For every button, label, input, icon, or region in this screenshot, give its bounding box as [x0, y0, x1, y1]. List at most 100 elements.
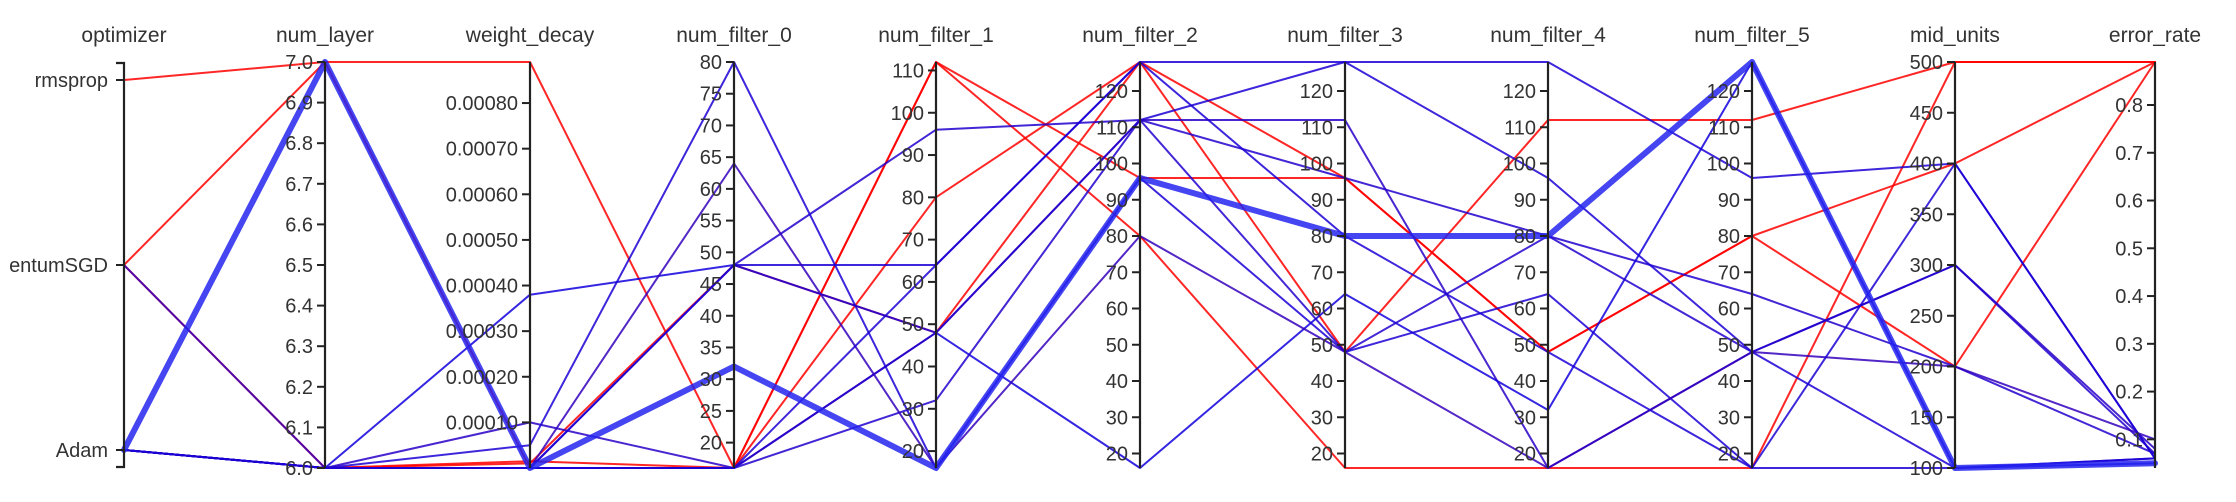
- tick-label: 40: [902, 357, 924, 379]
- tick-label: 40: [700, 306, 722, 328]
- tick-label: 70: [902, 230, 924, 252]
- tick-label: 500: [1910, 52, 1943, 74]
- tick-label: 300: [1910, 255, 1943, 277]
- tick-label: 50: [700, 242, 722, 264]
- tick-label: 70: [700, 115, 722, 137]
- axis-mid-units: mid_units 100 150 200 250 300 350 400 450 500: [1910, 24, 2000, 480]
- tick-label: 0.5: [2115, 238, 2143, 260]
- tick-label: 80: [700, 52, 722, 74]
- tick-label: 0.4: [2115, 286, 2143, 308]
- tick-label: 0.2: [2115, 382, 2143, 404]
- tick-label: 100: [1910, 458, 1943, 480]
- tick-label: 120: [1300, 81, 1333, 103]
- axis-title: error_rate: [2109, 24, 2201, 47]
- axis-title: num_filter_1: [878, 24, 994, 47]
- tick-label: 250: [1910, 306, 1943, 328]
- tick-label: 20: [902, 441, 924, 463]
- category-label: entumSGD: [9, 255, 108, 277]
- tick-label: 100: [1095, 154, 1128, 176]
- tick-label: 0.1: [2115, 429, 2143, 451]
- axis-num-filter-5: num_filter_5 20 30 40 50 60 70 80 90 100 110 120: [1694, 24, 1810, 468]
- tick-label: 450: [1910, 103, 1943, 125]
- tick-label: 6.5: [285, 255, 313, 277]
- tick-label: 75: [700, 84, 722, 106]
- tick-label: 6.1: [285, 417, 313, 439]
- tick-label: 30: [700, 369, 722, 391]
- tick-label: 80: [902, 187, 924, 209]
- tick-label: 50: [1106, 335, 1128, 357]
- tick-label: 40: [1311, 371, 1333, 393]
- tick-label: 7.0: [285, 52, 313, 74]
- tick-label: 6.6: [285, 214, 313, 236]
- tick-label: 6.3: [285, 336, 313, 358]
- tick-label: 20: [1514, 444, 1536, 466]
- tick-label: 40: [1718, 371, 1740, 393]
- axis-title: num_filter_0: [676, 24, 792, 47]
- axis-num-filter-4: num_filter_4 20 30 40 50 60 70 80 90 100 110 120: [1490, 24, 1606, 468]
- tick-label: 120: [1707, 81, 1740, 103]
- tick-label: 40: [1514, 371, 1536, 393]
- tick-label: 70: [1311, 262, 1333, 284]
- tick-label: 0.00070: [446, 139, 518, 161]
- tick-label: 110: [1708, 117, 1740, 139]
- tick-label: 50: [1718, 335, 1740, 357]
- tick-label: 70: [1514, 262, 1536, 284]
- tick-label: 80: [1514, 226, 1536, 248]
- tick-label: 6.8: [285, 133, 313, 155]
- tick-label: 50: [1311, 335, 1333, 357]
- tick-label: 0.6: [2115, 191, 2143, 213]
- axis-title: weight_decay: [465, 24, 595, 47]
- axis-title: num_filter_2: [1082, 24, 1198, 47]
- tick-label: 30: [902, 399, 924, 421]
- tick-label: 20: [1718, 444, 1740, 466]
- tick-label: 20: [1106, 444, 1128, 466]
- tick-label: 60: [700, 179, 722, 201]
- tick-label: 400: [1910, 154, 1943, 176]
- axis-optimizer: optimizer Adam entumSGD rmsprop: [9, 24, 167, 469]
- tick-label: 0.3: [2115, 334, 2143, 356]
- tick-label: 6.9: [285, 93, 313, 115]
- tick-label: 0.7: [2115, 143, 2143, 165]
- tick-label: 50: [1514, 335, 1536, 357]
- tick-label: 200: [1910, 357, 1943, 379]
- tick-label: 6.4: [285, 296, 313, 318]
- tick-label: 100: [1300, 154, 1333, 176]
- axis-num-filter-1: num_filter_1 20 30 40 50 60 70 80 90 100 110: [878, 24, 994, 468]
- tick-label: 45: [700, 274, 722, 296]
- tick-label: 110: [1096, 117, 1128, 139]
- tick-label: 110: [1504, 117, 1536, 139]
- axis-title: num_filter_4: [1490, 24, 1606, 47]
- tick-label: 35: [700, 337, 722, 359]
- axis-title: num_layer: [276, 24, 374, 47]
- tick-label: 90: [1514, 190, 1536, 212]
- category-label: Adam: [56, 440, 108, 462]
- tick-label: 30: [1106, 407, 1128, 429]
- tick-label: 30: [1718, 407, 1740, 429]
- tick-label: 150: [1910, 407, 1943, 429]
- tick-label: 40: [1106, 371, 1128, 393]
- tick-label: 120: [1095, 81, 1128, 103]
- axis-num-layer: num_layer 6.0 6.1 6.2 6.3 6.4 6.5 6.6 6.7 6.8 6.9 7…: [276, 24, 374, 480]
- tick-label: 60: [1514, 299, 1536, 321]
- tick-label: 60: [1106, 299, 1128, 321]
- axis-weight-decay: weight_decay 0.00010 0.00020 0.00030 0.00040…: [446, 24, 595, 468]
- axis-num-filter-2: num_filter_2 20 30 40 50 60 70 80 90 100 110 120: [1082, 24, 1198, 468]
- tick-label: 90: [1718, 190, 1740, 212]
- tick-label: 120: [1503, 81, 1536, 103]
- tick-label: 6.0: [285, 458, 313, 480]
- axis-title: optimizer: [81, 24, 166, 47]
- tick-label: 100: [891, 103, 924, 125]
- axis-title: num_filter_5: [1694, 24, 1810, 47]
- tick-label: 25: [700, 401, 722, 423]
- tick-label: 80: [1718, 226, 1740, 248]
- tick-label: 90: [902, 145, 924, 167]
- axis-title: num_filter_3: [1287, 24, 1403, 47]
- tick-label: 80: [1106, 226, 1128, 248]
- tick-label: 100: [1707, 154, 1740, 176]
- tick-label: 0.8: [2115, 95, 2143, 117]
- tick-label: 65: [700, 147, 722, 169]
- tick-label: 0.00020: [446, 367, 518, 389]
- category-label: rmsprop: [35, 70, 108, 92]
- tick-label: 30: [1311, 407, 1333, 429]
